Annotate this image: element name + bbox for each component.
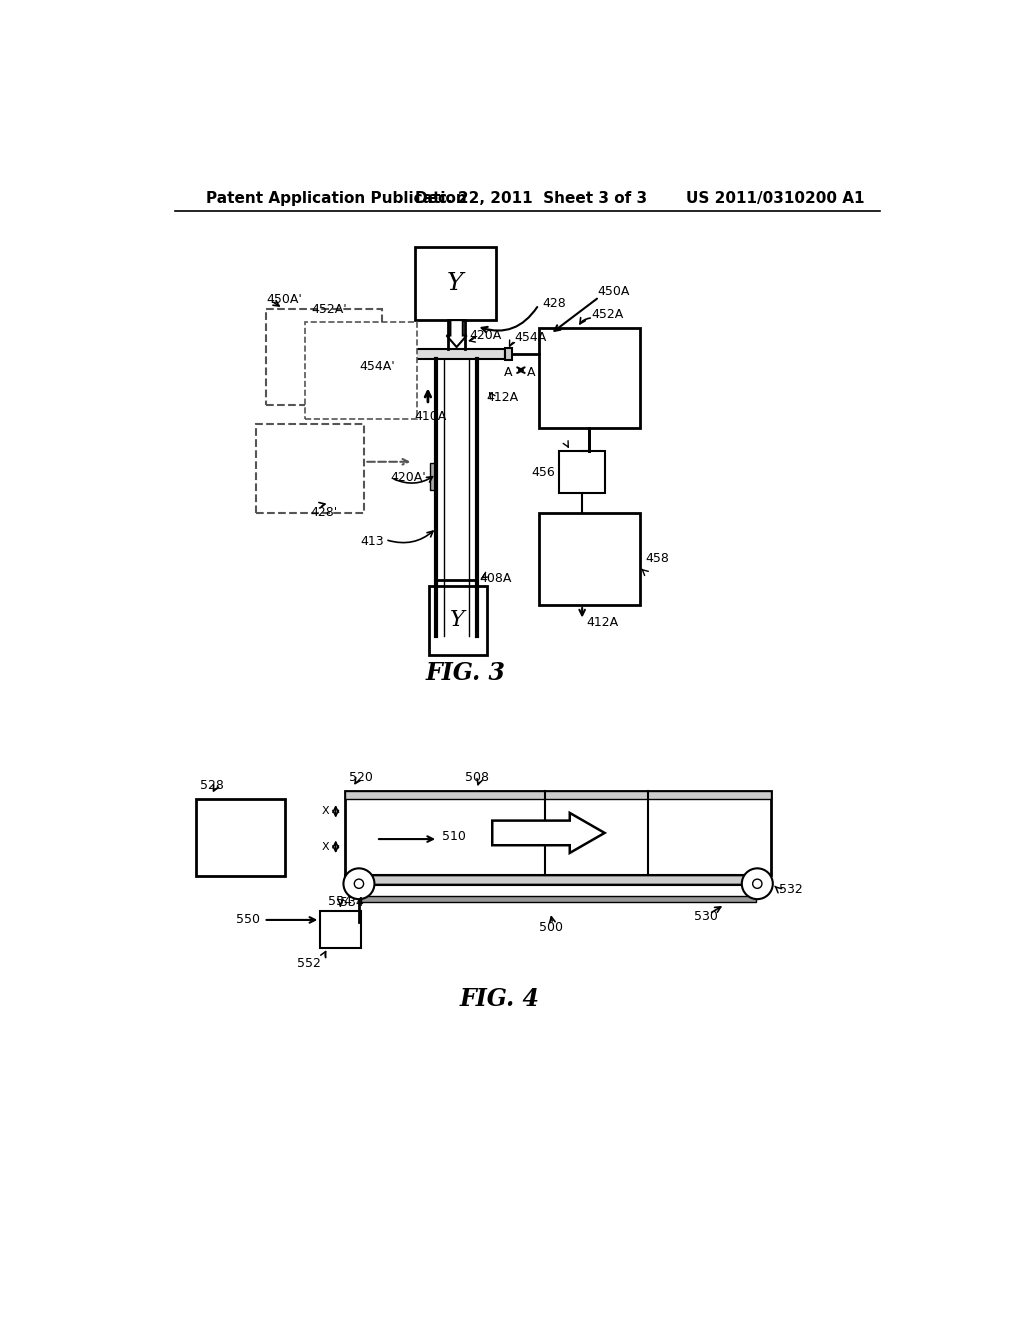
Text: 454A': 454A' <box>359 360 394 372</box>
Text: 552: 552 <box>297 957 321 970</box>
Text: Y: Y <box>451 610 465 631</box>
Text: 412A: 412A <box>486 391 518 404</box>
Text: 550: 550 <box>236 913 260 927</box>
Text: 520: 520 <box>349 771 373 784</box>
Text: 428: 428 <box>543 297 566 310</box>
Text: 420A': 420A' <box>390 471 426 484</box>
Text: 528: 528 <box>200 779 224 792</box>
Text: 452A: 452A <box>592 308 624 321</box>
Text: Patent Application Publication: Patent Application Publication <box>206 191 466 206</box>
Bar <box>345 792 771 875</box>
Text: 500: 500 <box>539 921 563 935</box>
Bar <box>539 327 640 428</box>
Text: 450A': 450A' <box>266 293 302 306</box>
Text: A: A <box>504 366 512 379</box>
Text: 554: 554 <box>329 895 352 908</box>
Bar <box>559 451 605 494</box>
Text: A: A <box>526 366 536 379</box>
Bar <box>305 322 417 418</box>
Bar <box>360 896 756 903</box>
Text: 452A': 452A' <box>311 302 347 315</box>
Circle shape <box>741 869 773 899</box>
Text: FIG. 3: FIG. 3 <box>425 661 505 685</box>
FancyArrow shape <box>493 813 604 853</box>
Text: 413: 413 <box>360 536 384 548</box>
Bar <box>505 348 512 360</box>
Bar <box>429 586 486 655</box>
Text: Dec. 22, 2011  Sheet 3 of 3: Dec. 22, 2011 Sheet 3 of 3 <box>415 191 647 206</box>
Text: 454A: 454A <box>514 331 546 345</box>
Text: X: X <box>322 807 330 816</box>
Bar <box>345 875 771 886</box>
Text: 450A: 450A <box>597 285 630 298</box>
Bar <box>539 512 640 605</box>
Bar <box>321 911 360 948</box>
Text: 530: 530 <box>693 909 718 923</box>
Text: 532: 532 <box>779 883 803 896</box>
Bar <box>415 247 496 321</box>
Text: Y: Y <box>447 272 464 296</box>
Text: 412A: 412A <box>586 616 618 630</box>
Bar <box>345 792 771 799</box>
Text: 510: 510 <box>442 830 466 843</box>
Text: 410A: 410A <box>415 409 447 422</box>
Text: FIG. 4: FIG. 4 <box>460 987 540 1011</box>
Text: 534: 534 <box>340 896 365 909</box>
Bar <box>256 424 365 512</box>
Circle shape <box>753 879 762 888</box>
Bar <box>430 462 436 490</box>
FancyArrow shape <box>446 321 467 347</box>
Bar <box>414 350 505 359</box>
Text: 428': 428' <box>310 506 337 519</box>
Text: 408A: 408A <box>479 572 511 585</box>
Text: US 2011/0310200 A1: US 2011/0310200 A1 <box>686 191 864 206</box>
Circle shape <box>343 869 375 899</box>
Bar <box>360 876 756 883</box>
Bar <box>266 309 382 405</box>
Text: 458: 458 <box>646 552 670 565</box>
Text: 420A: 420A <box>469 329 502 342</box>
Text: 456: 456 <box>531 466 555 479</box>
Circle shape <box>354 879 364 888</box>
Text: X: X <box>322 842 330 851</box>
Bar <box>197 799 286 876</box>
Text: 508: 508 <box>465 771 489 784</box>
